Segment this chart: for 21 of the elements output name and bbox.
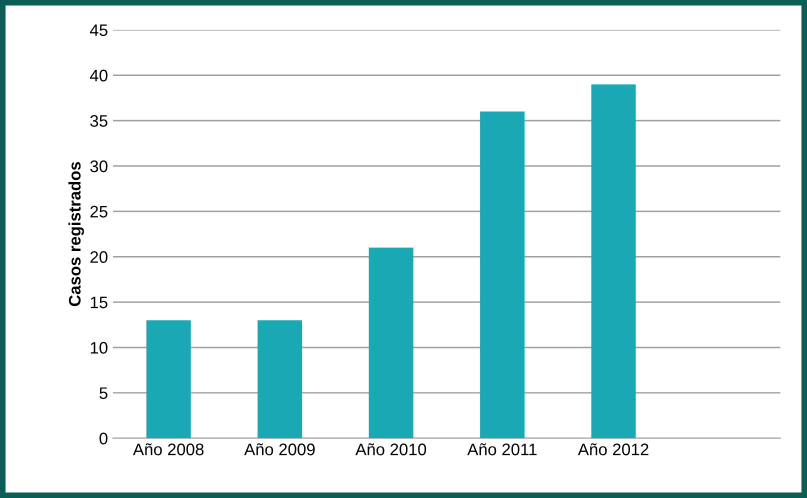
y-tick-label: 35 bbox=[90, 115, 108, 127]
y-tick-label: 30 bbox=[90, 160, 108, 172]
y-tick-label: 20 bbox=[90, 251, 108, 263]
bar bbox=[480, 112, 525, 438]
bar bbox=[591, 84, 636, 438]
bar bbox=[146, 320, 191, 438]
y-axis-title: Casos registrados bbox=[68, 162, 84, 306]
y-tick-label: 45 bbox=[90, 24, 108, 36]
x-tick-label: Año 2008 bbox=[132, 443, 204, 456]
y-tick-label: 5 bbox=[100, 387, 108, 400]
y-tick-label: 25 bbox=[90, 206, 108, 218]
x-tick-label: Año 2009 bbox=[244, 443, 315, 456]
bar bbox=[258, 320, 302, 438]
y-tick-label: 40 bbox=[90, 70, 108, 82]
bar bbox=[368, 248, 414, 438]
x-tick-label: Año 2010 bbox=[355, 443, 426, 456]
x-tick-label: Año 2012 bbox=[578, 443, 648, 456]
x-tick-label: Año 2011 bbox=[467, 443, 537, 456]
y-tick-label: 10 bbox=[90, 342, 108, 354]
y-tick-label: 15 bbox=[90, 296, 108, 308]
y-tick-label: 0 bbox=[100, 432, 108, 444]
